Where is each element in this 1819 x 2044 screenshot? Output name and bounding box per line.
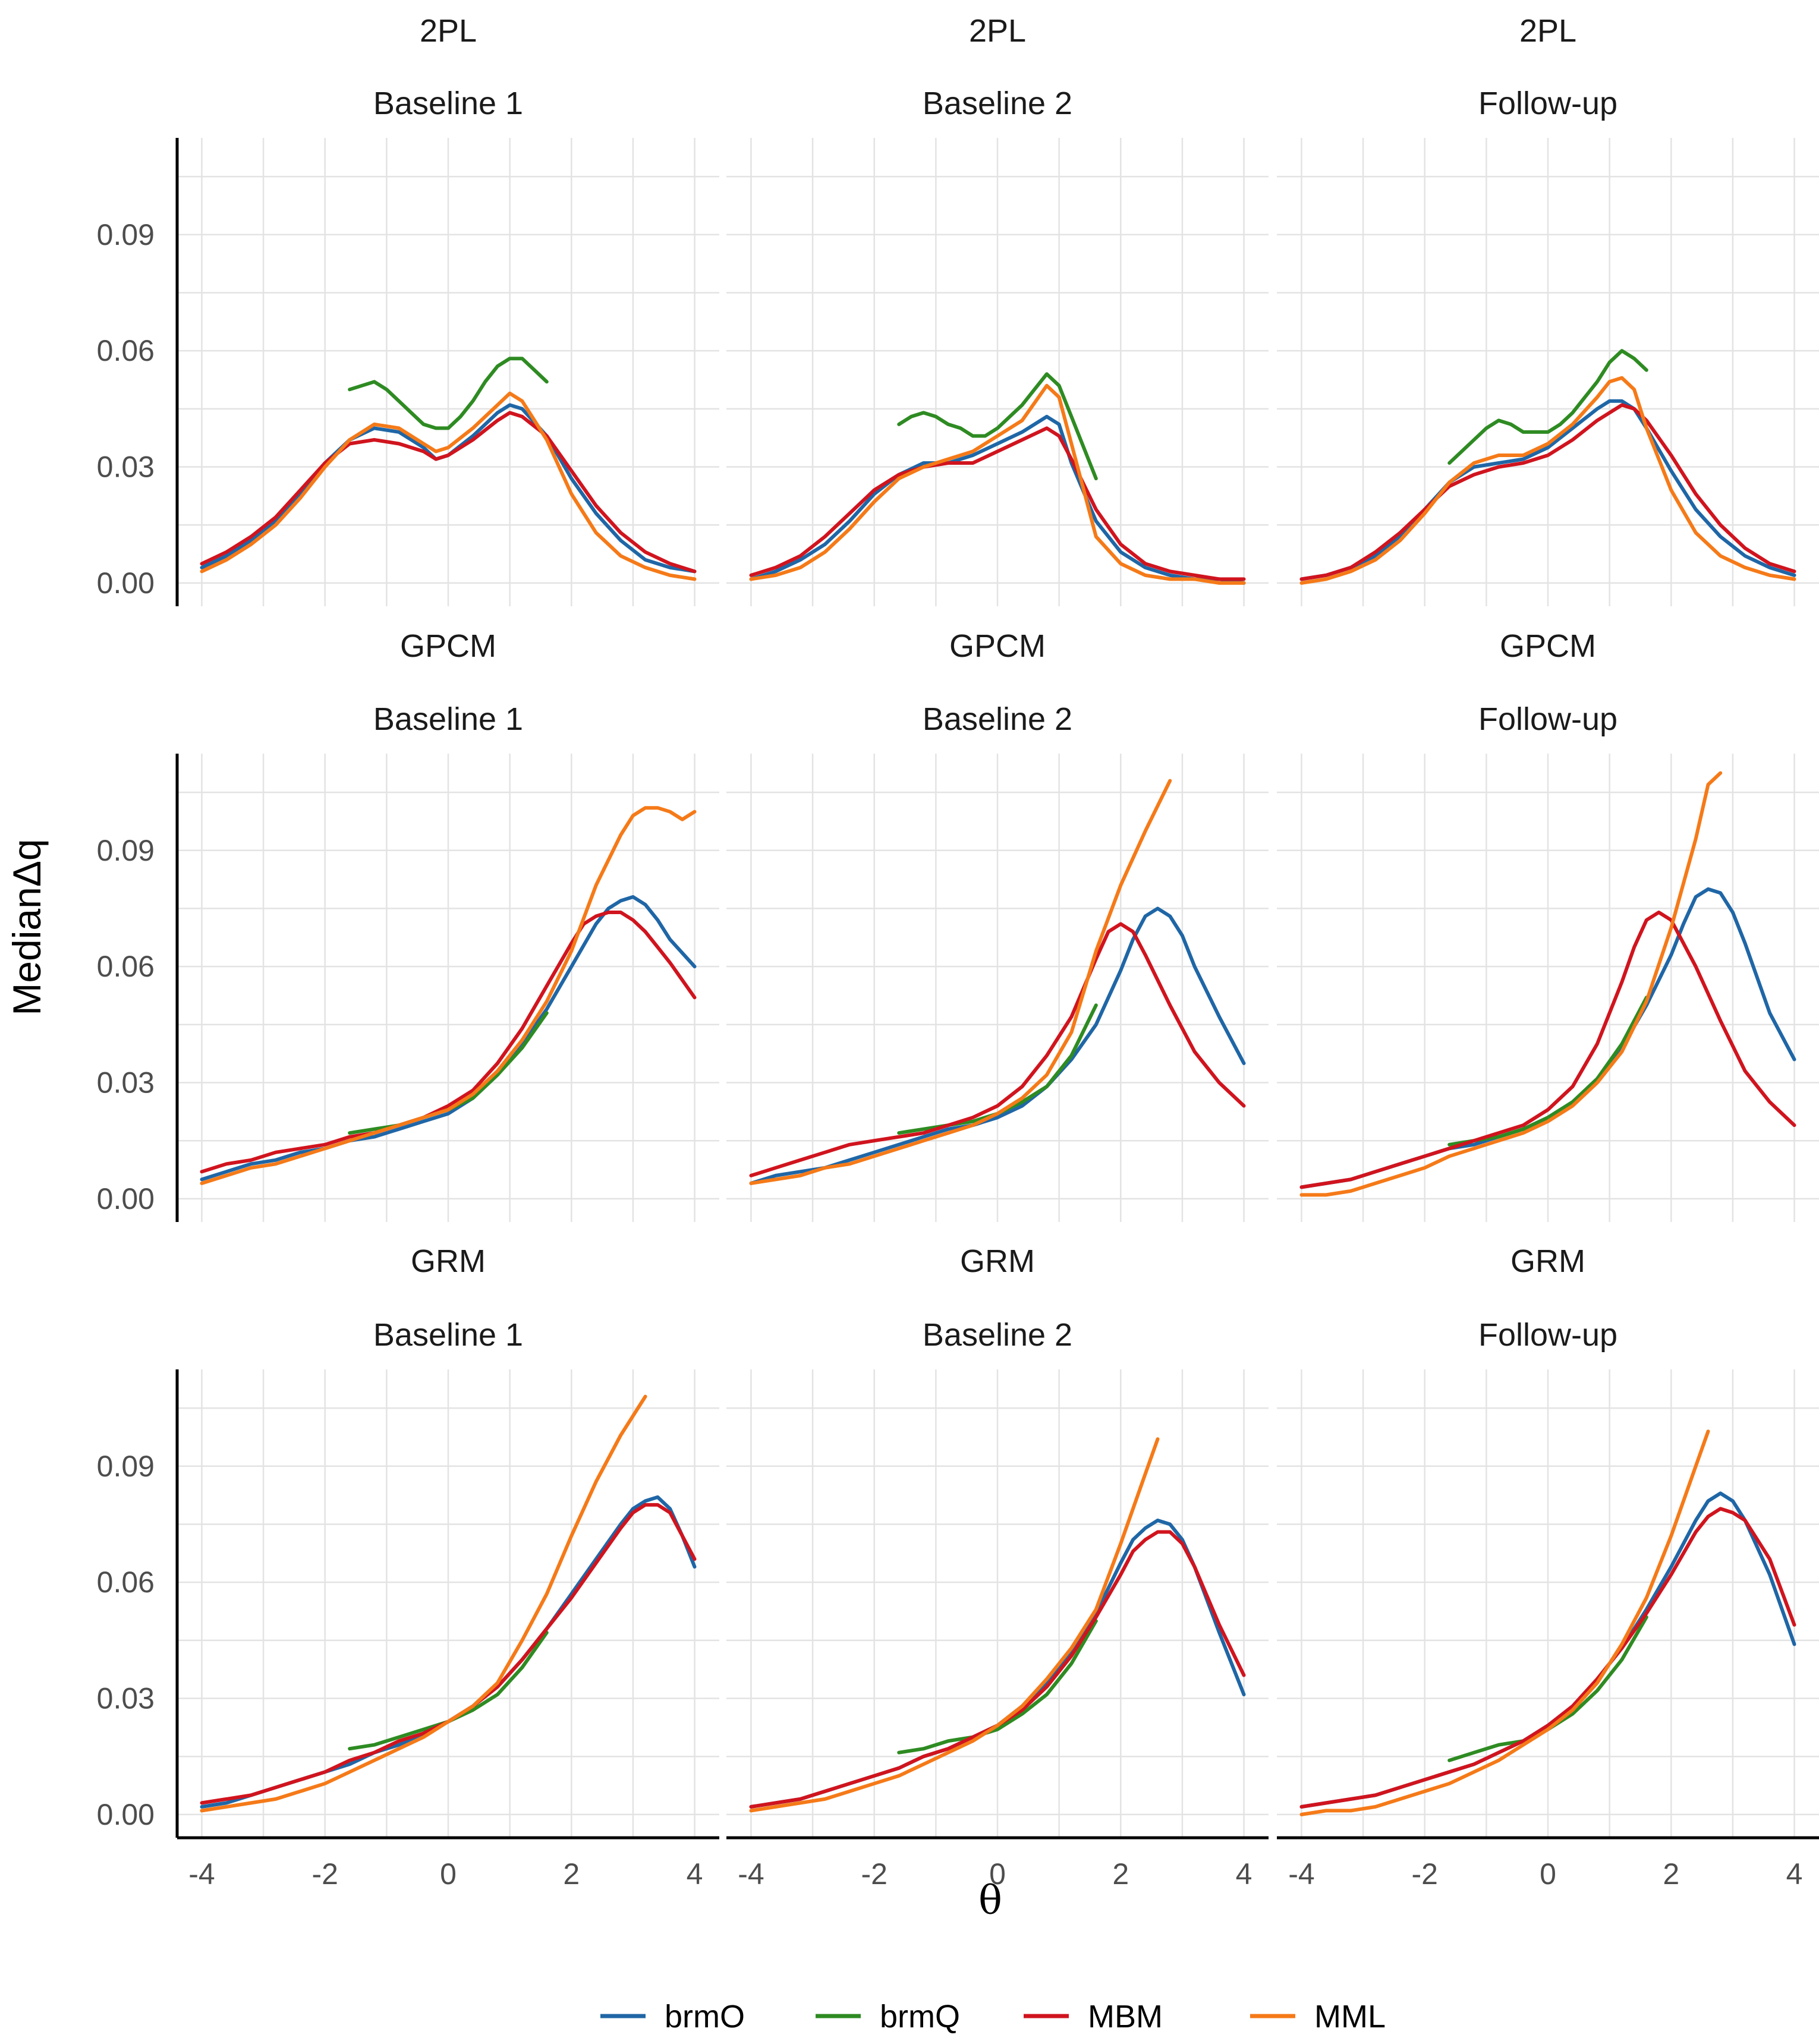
- x-tick-label: -2: [1411, 1857, 1437, 1891]
- series-line-brmq: [1447, 349, 1648, 465]
- y-tick-label: 0.06: [97, 1566, 155, 1599]
- panel-time-label: Follow-up: [1478, 701, 1617, 737]
- panel-time-label: Baseline 2: [923, 86, 1072, 121]
- panel-time-label: Baseline 2: [923, 1317, 1072, 1353]
- panel-model-label: GRM: [960, 1243, 1035, 1279]
- y-tick-label: 0.06: [97, 334, 155, 367]
- panel-grm-baseline-2: GRM Baseline 2 -4 -2 0 2 4: [726, 1243, 1269, 1891]
- series-line-brmq: [897, 372, 1098, 481]
- series-line-mml: [1299, 1429, 1710, 1816]
- series-line-mml: [749, 779, 1172, 1185]
- panel-time-label: Baseline 1: [373, 1317, 523, 1353]
- series-line-mbm: [749, 1530, 1246, 1809]
- panel-time-label: Follow-up: [1478, 1317, 1617, 1353]
- x-tick-label: 4: [1786, 1857, 1803, 1891]
- series-line-brmq: [897, 1619, 1098, 1755]
- x-tick-label: 2: [563, 1857, 580, 1891]
- panel-gpcm-baseline-1: GPCM Baseline 1 0.00 0.03 0.06 0.09: [97, 628, 719, 1222]
- x-tick-label: 2: [1112, 1857, 1129, 1891]
- x-tick-label: 4: [687, 1857, 703, 1891]
- x-tick-label: 4: [1236, 1857, 1252, 1891]
- series-line-mbm: [1299, 911, 1796, 1189]
- panel-2pl-follow-up: 2PL Follow-up: [1277, 13, 1819, 606]
- series-line-brmo: [749, 414, 1246, 585]
- series-line-mbm: [200, 411, 697, 574]
- series-line-mbm: [749, 426, 1246, 581]
- panel-model-label: GPCM: [1500, 628, 1596, 664]
- y-tick-label: 0.09: [97, 218, 155, 251]
- series-line-brmq: [348, 357, 549, 430]
- legend: brmO brmQ MBM MML: [600, 1999, 1386, 2034]
- x-tick-label: 0: [989, 1857, 1006, 1891]
- panel-time-label: Baseline 1: [373, 701, 523, 737]
- x-axis-title: θ: [978, 1878, 1002, 1923]
- x-tick-label: 0: [1540, 1857, 1556, 1891]
- series-line-mml: [200, 1394, 647, 1813]
- series-line-mml: [1299, 376, 1796, 585]
- panel-model-label: 2PL: [420, 13, 477, 49]
- series-line-mbm: [1299, 1507, 1796, 1809]
- y-tick-label: 0.00: [97, 1182, 155, 1215]
- panel-2pl-baseline-2: 2PL Baseline 2: [726, 13, 1269, 606]
- panel-2pl-baseline-1: 2PL Baseline 1 0.00 0.03 0.06 0.09: [97, 13, 719, 606]
- panel-model-label: GPCM: [949, 628, 1046, 664]
- series-line-mbm: [749, 922, 1246, 1177]
- x-tick-label: -2: [861, 1857, 887, 1891]
- panel-time-label: Follow-up: [1478, 86, 1617, 121]
- y-tick-label: 0.09: [97, 1450, 155, 1483]
- legend-label-brmq: brmQ: [880, 1999, 960, 2034]
- panel-model-label: 2PL: [969, 13, 1026, 49]
- series-line-mml: [749, 1437, 1160, 1813]
- panel-gpcm-baseline-2: GPCM Baseline 2: [726, 628, 1269, 1222]
- series-line-brmo: [1299, 399, 1796, 581]
- x-tick-label: 2: [1663, 1857, 1679, 1891]
- y-tick-label: 0.03: [97, 1682, 155, 1715]
- y-tick-label: 0.06: [97, 950, 155, 983]
- series-line-mbm: [1299, 403, 1796, 581]
- series-line-mml: [200, 806, 697, 1185]
- panel-model-label: 2PL: [1519, 13, 1576, 49]
- panel-time-label: Baseline 1: [373, 86, 523, 121]
- y-tick-label: 0.09: [97, 834, 155, 867]
- panel-model-label: GRM: [1510, 1243, 1585, 1279]
- panel-model-label: GPCM: [400, 628, 496, 664]
- legend-label-mbm: MBM: [1088, 1999, 1163, 2034]
- y-axis-title-main: Median: [5, 887, 49, 1015]
- x-tick-label: -4: [738, 1857, 764, 1891]
- x-tick-label: -4: [1288, 1857, 1314, 1891]
- legend-label-brmo: brmO: [665, 1999, 745, 2034]
- y-tick-label: 0.03: [97, 1066, 155, 1100]
- panel-grm-baseline-1: GRM Baseline 1 0.00 0.03 0.06 0.09 -4 -2 0 2 4: [97, 1243, 719, 1891]
- series-line-mml: [1299, 771, 1723, 1197]
- panel-gpcm-follow-up: GPCM Follow-up: [1277, 628, 1819, 1222]
- legend-label-mml: MML: [1314, 1999, 1386, 2034]
- panels-layer: 2PL Baseline 1 0.00 0.03 0.06 0.09 2PL Baseline…: [97, 13, 1819, 1891]
- y-axis-title: MedianΔq: [5, 839, 49, 1015]
- series-line-mml: [749, 383, 1246, 585]
- panel-time-label: Baseline 2: [923, 701, 1072, 737]
- series-line-mml: [200, 391, 697, 581]
- y-tick-label: 0.00: [97, 1798, 155, 1831]
- y-axis-title-subscript: Δq: [5, 839, 49, 887]
- y-tick-label: 0.00: [97, 566, 155, 600]
- y-tick-label: 0.03: [97, 451, 155, 484]
- x-tick-label: -2: [311, 1857, 338, 1891]
- series-line-mbm: [200, 911, 697, 1174]
- x-tick-label: -4: [188, 1857, 215, 1891]
- x-tick-label: 0: [440, 1857, 457, 1891]
- panel-grm-follow-up: GRM Follow-up -4 -2 0 2 4: [1277, 1243, 1819, 1891]
- panel-model-label: GRM: [411, 1243, 486, 1279]
